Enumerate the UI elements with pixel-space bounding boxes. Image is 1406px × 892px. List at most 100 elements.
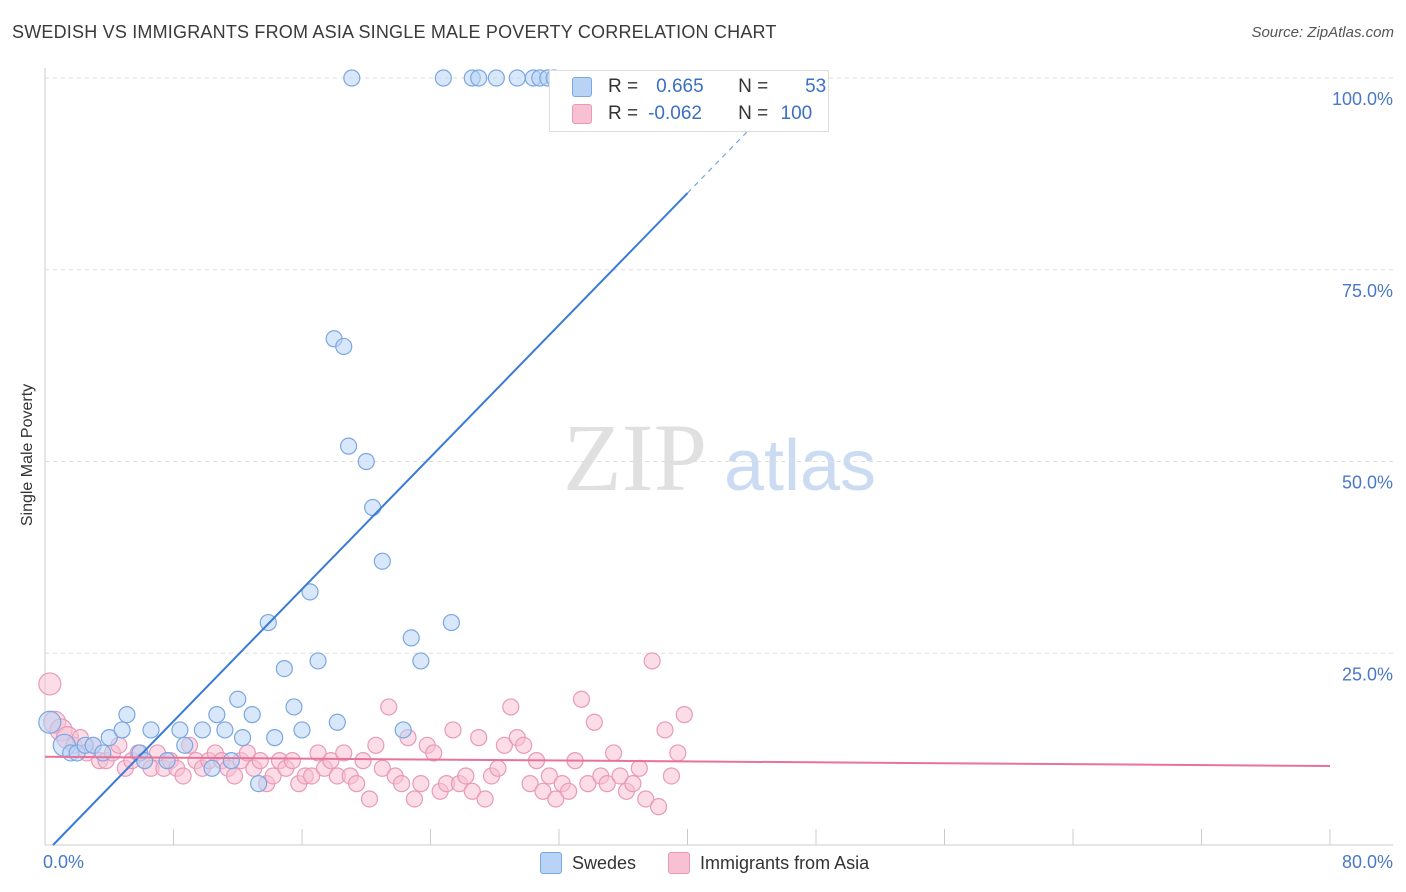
immigrants-point — [251, 752, 269, 770]
swedes-point — [301, 583, 319, 601]
immigrants-point — [649, 798, 668, 816]
correlation-legend: R = 0.665 N = 53 R = -0.062 N = 100 — [549, 70, 829, 132]
immigrants-point — [38, 672, 62, 696]
legend-swatch-blue — [572, 77, 592, 97]
immigrants-point — [669, 744, 687, 762]
immigrants-point — [585, 713, 603, 731]
swedes-point — [275, 659, 293, 678]
chart-title: SWEDISH VS IMMIGRANTS FROM ASIA SINGLE M… — [12, 22, 777, 42]
immigrants-point — [547, 790, 565, 808]
immigrants-point — [238, 744, 256, 762]
swedes-trendline-extension — [687, 123, 756, 194]
immigrants-point — [425, 744, 443, 762]
swedes-point — [100, 729, 118, 747]
immigrants-point — [348, 775, 366, 793]
immigrants-point — [392, 775, 411, 793]
immigrants-point — [457, 767, 475, 785]
immigrants-point — [605, 744, 623, 762]
swedes-point — [357, 452, 375, 471]
legend-label-immigrants: Immigrants from Asia — [700, 852, 870, 873]
swedes-point — [118, 706, 136, 724]
swedes-point — [339, 437, 358, 455]
series-legend: Swedes Immigrants from Asia — [540, 852, 901, 874]
immigrants-point — [521, 775, 539, 793]
swedes-point — [470, 69, 488, 87]
swedes-point — [142, 721, 160, 739]
swedes-point — [233, 729, 252, 747]
swedes-point — [229, 690, 247, 708]
immigrants-point — [624, 775, 642, 793]
immigrants-point — [630, 759, 648, 777]
swedes-point — [203, 759, 221, 777]
legend-n-label: N = — [738, 76, 769, 97]
watermark-zip: ZIP — [563, 404, 707, 511]
source-label: Source: ZipAtlas.com — [1251, 24, 1394, 41]
y-tick-label: 100.0% — [1332, 89, 1393, 109]
legend-swatch-pink — [572, 104, 592, 124]
swedes-point — [171, 721, 189, 739]
swedes-point — [442, 613, 460, 632]
legend-row-immigrants: R = -0.062 N = 100 — [572, 102, 813, 126]
swedes-point — [135, 752, 154, 770]
immigrants-point — [322, 752, 340, 770]
immigrants-point — [675, 706, 693, 724]
immigrants-point — [662, 767, 681, 785]
legend-label-swedes: Swedes — [572, 852, 637, 873]
swedes-point — [402, 629, 420, 647]
swedes-point — [113, 721, 131, 739]
immigrants-point — [643, 652, 661, 670]
immigrants-point — [225, 767, 244, 785]
swedes-point — [94, 744, 112, 762]
swedes-point — [335, 337, 353, 356]
swedes-point — [373, 552, 391, 570]
immigrants-point — [380, 698, 398, 716]
legend-swatch-pink — [668, 852, 691, 874]
immigrants-point — [611, 767, 629, 785]
immigrants-point — [283, 752, 301, 770]
x-tick-label: 80.0% — [1342, 852, 1393, 872]
immigrants-point — [264, 767, 282, 785]
immigrants-point — [335, 744, 353, 762]
immigrants-point — [470, 729, 488, 747]
swedes-point — [293, 721, 311, 739]
immigrants-point — [540, 767, 558, 785]
immigrants-point — [463, 782, 481, 800]
swedes-point — [412, 652, 430, 670]
immigrants-point — [560, 782, 578, 800]
swedes-point — [508, 69, 526, 87]
legend-n-value: 53 — [805, 76, 827, 97]
legend-r-value: 0.665 — [656, 76, 704, 97]
swedes-point — [208, 706, 226, 724]
legend-r-value: -0.062 — [648, 103, 702, 124]
legend-swatch-blue — [540, 852, 562, 874]
legend-r-label: R = — [608, 103, 639, 124]
swedes-point — [343, 69, 361, 87]
immigrants-point — [373, 759, 391, 777]
swedes-point — [38, 710, 62, 734]
immigrants-point — [412, 775, 430, 793]
swedes-point — [243, 706, 261, 724]
swedes-point — [266, 729, 284, 747]
y-tick-label: 50.0% — [1342, 473, 1393, 493]
legend-n-value: 100 — [780, 103, 813, 124]
legend-n-label: N = — [738, 103, 769, 124]
immigrants-point — [476, 790, 494, 808]
immigrants-point — [303, 767, 321, 785]
swedes-point — [309, 652, 327, 670]
immigrants-point — [534, 782, 552, 800]
legend-item-immigrants: Immigrants from Asia — [668, 852, 869, 874]
swedes-point — [328, 713, 346, 731]
immigrants-point — [572, 690, 591, 708]
immigrants-trendline — [44, 755, 1331, 767]
x-tick-label: 0.0% — [43, 852, 84, 872]
swedes-point — [250, 775, 268, 793]
swedes-point — [216, 721, 234, 739]
immigrants-point — [579, 775, 597, 793]
immigrants-point — [360, 790, 379, 808]
swedes-point — [193, 721, 212, 739]
immigrants-point — [515, 736, 533, 754]
immigrants-point — [489, 759, 507, 777]
immigrants-point — [444, 721, 462, 739]
swedes-point — [487, 69, 505, 87]
